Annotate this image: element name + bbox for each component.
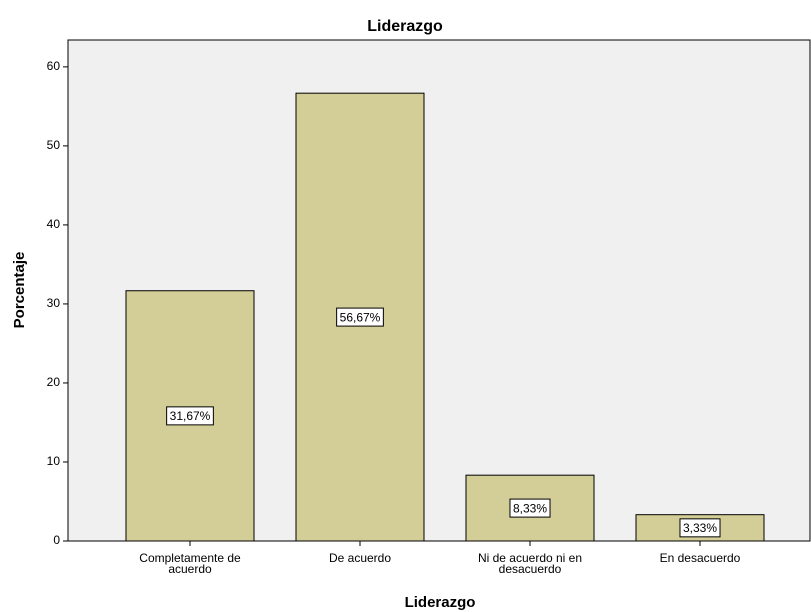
value-label-box (679, 518, 721, 538)
chart-title: Liderazgo (367, 18, 443, 35)
value-label-box (509, 498, 551, 518)
y-tick-label: 40 (47, 217, 61, 231)
x-tick-label: En desacuerdo (660, 551, 741, 565)
value-label: 8,33% (513, 501, 547, 515)
y-axis-label: Porcentaje (11, 252, 28, 329)
y-tick-label: 0 (53, 533, 60, 547)
y-tick-label: 30 (47, 296, 61, 310)
value-label-box (166, 406, 214, 426)
x-tick-label: Completamente de acuerdo (139, 551, 241, 576)
x-tick-label: De acuerdo (329, 551, 391, 565)
x-axis-label: Liderazgo (405, 594, 476, 611)
value-label: 56,67% (340, 310, 381, 324)
y-tick-label: 50 (47, 138, 61, 152)
y-tick-label: 60 (47, 59, 61, 73)
value-label-box (336, 307, 384, 327)
x-tick-label: Ni de acuerdo ni en desacuerdo (478, 551, 582, 576)
y-tick-label: 10 (47, 454, 61, 468)
y-tick-label: 20 (47, 375, 61, 389)
value-label: 31,67% (170, 409, 211, 423)
value-label: 3,33% (683, 521, 717, 535)
